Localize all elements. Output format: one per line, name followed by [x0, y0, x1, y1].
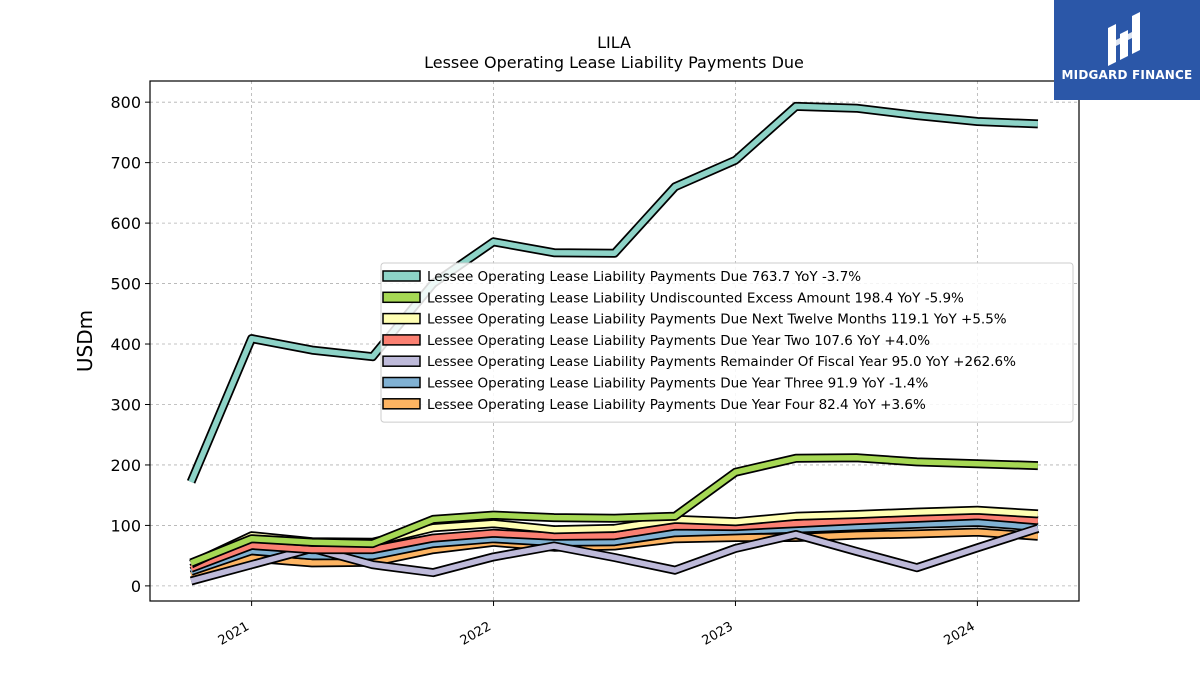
y-tick-label: 400: [110, 335, 141, 354]
legend-label: Lessee Operating Lease Liability Payment…: [427, 312, 1007, 328]
brand-logo: MIDGARD FINANCE: [1054, 0, 1200, 100]
series-1: [186, 101, 1039, 484]
x-tick-label: 2023: [700, 619, 736, 649]
x-tick-label: 2022: [458, 619, 494, 649]
legend-swatch: [382, 270, 421, 282]
y-axis-ticks: 0 100 200 300 400 500 600 700 800: [110, 93, 150, 596]
series-layer: [186, 101, 1040, 586]
legend-label: Lessee Operating Lease Liability Undisco…: [427, 290, 964, 306]
series-line: [188, 103, 1039, 483]
y-tick-label: 0: [131, 577, 141, 596]
axes-frame: [149, 80, 1080, 602]
y-tick-label: 600: [110, 214, 141, 233]
series-4: [189, 511, 1039, 573]
chart-title: LILA: [597, 33, 631, 52]
legend-item: Lessee Operating Lease Liability Payment…: [382, 354, 1016, 370]
logo-text: MIDGARD FINANCE: [1061, 68, 1193, 82]
legend-item: Lessee Operating Lease Liability Payment…: [382, 312, 1007, 328]
legend-item: Lessee Operating Lease Liability Undisco…: [382, 290, 964, 306]
legend-item: Lessee Operating Lease Liability Payment…: [382, 397, 926, 413]
y-axis-label: USDm: [73, 310, 97, 372]
y-tick-label: 100: [110, 516, 141, 535]
series-2: [189, 453, 1039, 568]
legend-item: Lessee Operating Lease Liability Payment…: [382, 333, 930, 349]
legend-swatch: [382, 312, 421, 325]
y-tick-label: 200: [110, 456, 141, 475]
midgard-logo-icon: [1108, 12, 1140, 66]
x-axis-ticks: 2021 2022 2023 2024: [216, 601, 978, 649]
legend-label: Lessee Operating Lease Liability Payment…: [427, 354, 1016, 370]
chart-subtitle: Lessee Operating Lease Liability Payment…: [424, 53, 804, 72]
legend-item: Lessee Operating Lease Liability Payment…: [382, 376, 929, 392]
legend-swatch: [382, 376, 421, 389]
x-tick-label: 2021: [216, 619, 252, 649]
y-tick-label: 300: [110, 395, 141, 414]
y-tick-label: 500: [110, 275, 141, 294]
y-tick-label: 800: [110, 93, 141, 112]
series-line: [190, 512, 1039, 571]
legend-swatch: [382, 291, 421, 304]
series-line: [190, 454, 1038, 566]
legend-swatch: [382, 355, 421, 367]
legend-item: Lessee Operating Lease Liability Payment…: [382, 269, 861, 285]
legend-label: Lessee Operating Lease Liability Payment…: [427, 269, 861, 285]
legend: Lessee Operating Lease Liability Payment…: [380, 262, 1074, 423]
legend-swatch: [382, 334, 421, 346]
y-tick-label: 700: [110, 154, 141, 173]
legend-label: Lessee Operating Lease Liability Payment…: [427, 376, 929, 392]
legend-swatch: [382, 398, 421, 410]
legend-label: Lessee Operating Lease Liability Payment…: [427, 333, 930, 349]
legend-box: [380, 262, 1074, 423]
legend-label: Lessee Operating Lease Liability Payment…: [427, 397, 926, 413]
x-tick-label: 2024: [942, 619, 978, 649]
